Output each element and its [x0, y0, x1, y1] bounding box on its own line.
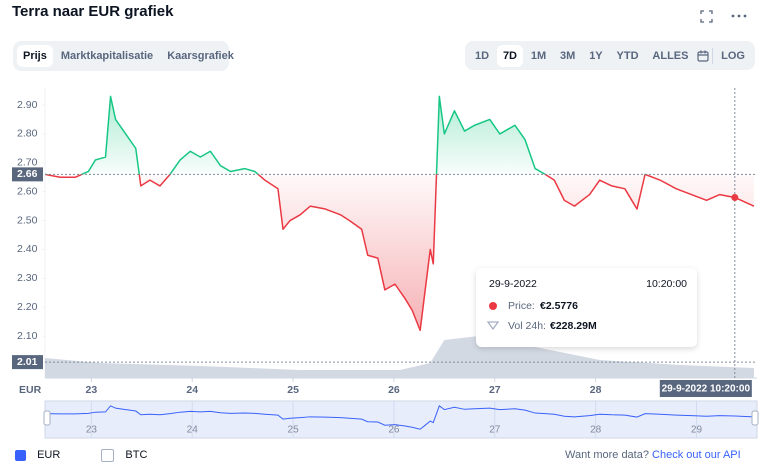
range-button[interactable]: 1M	[530, 49, 547, 62]
crosshair-label: 29-9-2022 10:20:00	[662, 384, 751, 395]
reference-label: 2.66	[17, 168, 38, 180]
x-tick-label: 27	[489, 384, 501, 396]
tooltip: 29-9-2022 10:20:00 Price: €2.5776 Vol 24h: €2…	[476, 268, 697, 347]
tooltip-value: €228.29M	[550, 320, 597, 332]
price-line	[45, 174, 755, 332]
api-prompt: Want more data? Check out our API	[565, 449, 741, 461]
x-tick-label: 25	[287, 384, 299, 396]
navigator-label: 23	[86, 425, 98, 436]
range-button[interactable]: 7D	[496, 44, 523, 67]
range-buttons: 1D 7D 1M 3M 1Y YTD ALLES LOG	[465, 41, 755, 70]
range-button[interactable]: 1Y	[589, 49, 603, 62]
tooltip-label: Price:	[508, 300, 535, 312]
y-tick-label: 2.10	[17, 330, 38, 342]
more-icon[interactable]	[731, 14, 735, 18]
tooltip-label: Vol 24h:	[508, 320, 546, 332]
y-tick-label: 2.90	[17, 99, 38, 111]
currency-toggle[interactable]: EUR BTC	[15, 449, 147, 462]
y-tick-label: 2.70	[17, 157, 38, 169]
y-tick-label: 2.30	[17, 272, 38, 284]
reference-label-bg	[12, 355, 43, 370]
y-tick-label: 2.80	[17, 128, 38, 140]
navigator-bg	[44, 400, 758, 439]
title: Terra naar EUR grafiek	[12, 3, 174, 20]
navigator-handle[interactable]	[43, 410, 51, 426]
navigator-label: 25	[288, 425, 300, 436]
tooltip-date: 29-9-2022	[489, 278, 537, 290]
x-tick-label: 26	[388, 384, 400, 396]
navigator-line	[44, 405, 754, 430]
more-icon[interactable]	[743, 14, 747, 18]
range-button[interactable]: YTD	[616, 49, 639, 62]
toggle-label: EUR	[37, 449, 61, 462]
checkbox[interactable]	[15, 450, 26, 461]
range-button[interactable]: 3M	[560, 49, 576, 62]
tab[interactable]: Prijs	[17, 45, 53, 67]
reference-label: 2.01	[17, 356, 38, 368]
tab[interactable]: Kaarsgrafiek	[167, 50, 234, 62]
navigator-label: 27	[489, 425, 501, 436]
navigator-handle[interactable]	[751, 410, 759, 426]
separator	[712, 47, 714, 64]
more-icon[interactable]	[737, 14, 741, 18]
navigator-label: 26	[388, 425, 400, 436]
navigator-label: 24	[187, 425, 199, 436]
toolbar-icons[interactable]	[698, 8, 758, 24]
log-button[interactable]: LOG	[721, 49, 745, 62]
chart-tabs: Prijs Marktkapitalisatie Kaarsgrafiek	[13, 41, 234, 71]
y-axis-label: EUR	[19, 384, 42, 396]
y-tick-label: 2.60	[17, 185, 38, 197]
y-tick-label: 2.20	[17, 301, 38, 313]
x-tick-label: 24	[186, 384, 198, 396]
hover-point	[731, 193, 739, 201]
price-area	[81, 96, 546, 175]
api-link[interactable]: Check out our API	[652, 449, 741, 461]
calendar-icon[interactable]	[696, 49, 710, 63]
tooltip-time: 10:20:00	[646, 278, 687, 290]
api-text: Want more data?	[565, 449, 649, 461]
reference-label-bg	[12, 167, 43, 182]
navigator-label: 28	[590, 425, 602, 436]
tooltip-price-dot	[489, 302, 497, 310]
price-area	[45, 174, 754, 331]
tab[interactable]: Marktkapitalisatie	[60, 50, 154, 62]
crosshair-label-bg	[659, 380, 752, 397]
range-button[interactable]: 1D	[475, 49, 490, 62]
toggle-label: BTC	[125, 449, 148, 462]
x-tick-label: 23	[86, 384, 98, 396]
checkbox[interactable]	[101, 449, 115, 462]
tooltip-vol-icon	[486, 321, 500, 331]
tooltip-box	[476, 268, 697, 347]
y-tick-label: 2.40	[17, 243, 38, 255]
x-tick-label: 28	[590, 384, 602, 396]
navigator-label: 29	[691, 425, 703, 436]
tooltip-value: €2.5776	[540, 300, 578, 312]
volume-area	[45, 335, 754, 378]
y-tick-label: 2.50	[17, 214, 38, 226]
fullscreen-icon[interactable]	[700, 10, 713, 23]
range-button[interactable]: ALLES	[652, 49, 689, 62]
